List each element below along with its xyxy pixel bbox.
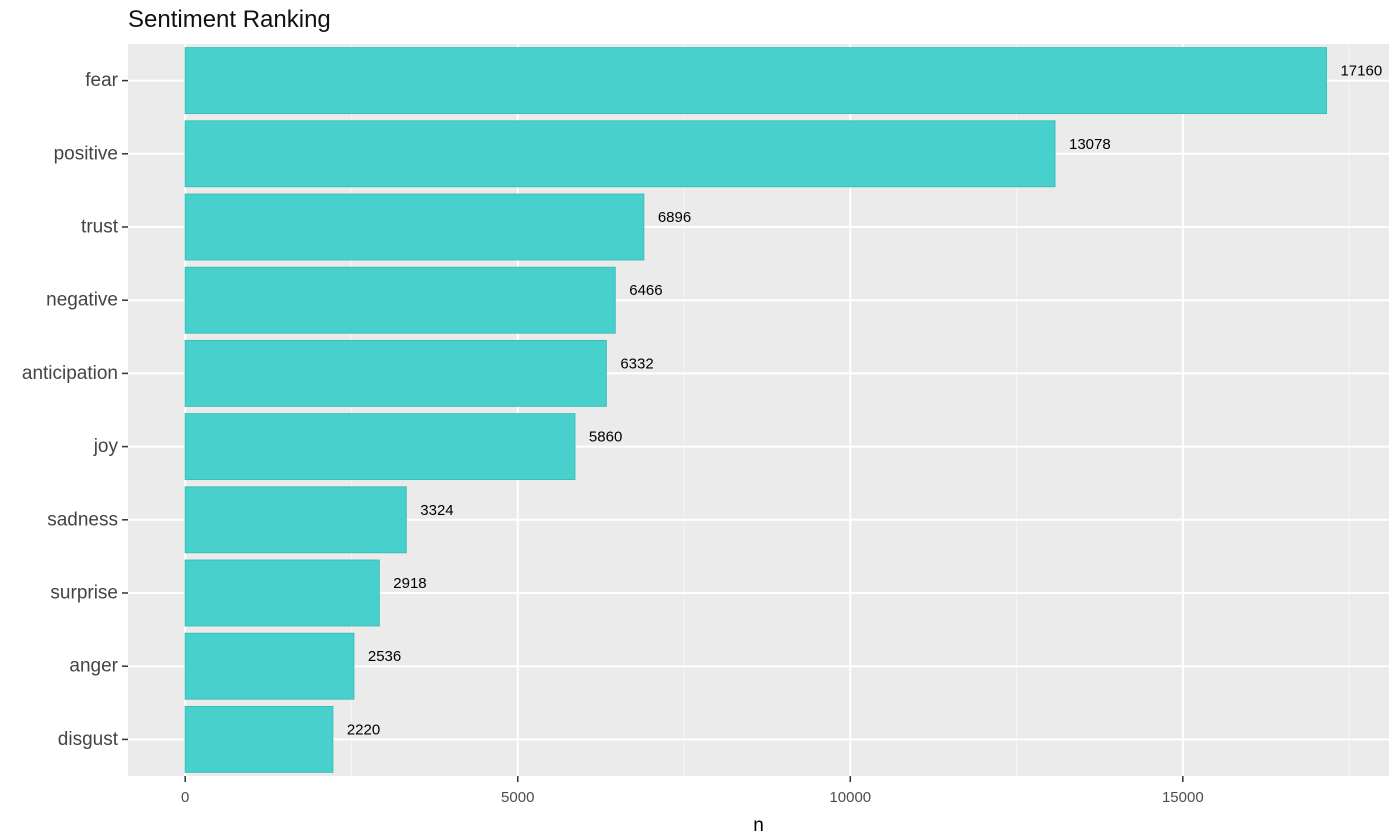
category-label-sadness: sadness xyxy=(47,509,118,530)
category-label-fear: fear xyxy=(85,70,118,91)
bar-value-label-negative: 6466 xyxy=(629,282,662,299)
bar-trust xyxy=(184,193,645,261)
bar-sadness xyxy=(184,486,407,554)
category-label-surprise: surprise xyxy=(50,583,118,604)
category-label-joy: joy xyxy=(93,436,119,457)
bar-negative xyxy=(184,266,616,334)
bar-surprise xyxy=(184,559,380,627)
bars xyxy=(184,47,1327,773)
x-axis-title: n xyxy=(753,815,764,836)
bar-value-label-fear: 17160 xyxy=(1340,63,1382,80)
bar-positive xyxy=(184,120,1056,188)
x-axis: 0 5000 10000 15000 xyxy=(181,776,1204,806)
category-label-positive: positive xyxy=(54,143,118,164)
x-tick-label: 5000 xyxy=(501,789,534,806)
category-label-negative: negative xyxy=(46,290,118,311)
x-tick-label: 10000 xyxy=(829,789,871,806)
bar-disgust xyxy=(184,705,334,773)
bar-value-label-joy: 5860 xyxy=(589,429,622,446)
bar-value-label-surprise: 2918 xyxy=(393,575,426,592)
bar-fear xyxy=(184,47,1327,115)
bar-value-label-anticipation: 6332 xyxy=(620,355,653,372)
bar-value-label-anger: 2536 xyxy=(368,648,401,665)
category-label-disgust: disgust xyxy=(58,729,119,750)
bar-value-label-positive: 13078 xyxy=(1069,136,1111,153)
bar-anger xyxy=(184,632,355,700)
x-tick-label: 0 xyxy=(181,789,189,806)
chart-title: Sentiment Ranking xyxy=(128,6,331,33)
category-label-anger: anger xyxy=(69,656,118,677)
bar-value-label-sadness: 3324 xyxy=(420,502,453,519)
bar-anticipation xyxy=(184,339,607,407)
bar-value-label-disgust: 2220 xyxy=(347,721,380,738)
bar-joy xyxy=(184,413,576,481)
category-label-trust: trust xyxy=(81,217,119,238)
x-tick-label: 15000 xyxy=(1162,789,1204,806)
y-axis: fear positive trust negative anticipation joy… xyxy=(22,70,128,750)
bar-value-labels: 17160 13078 6896 6466 6332 5860 3324 2918 2536 22… xyxy=(347,63,1382,739)
category-label-anticipation: anticipation xyxy=(22,363,118,384)
bar-value-label-trust: 6896 xyxy=(658,209,691,226)
